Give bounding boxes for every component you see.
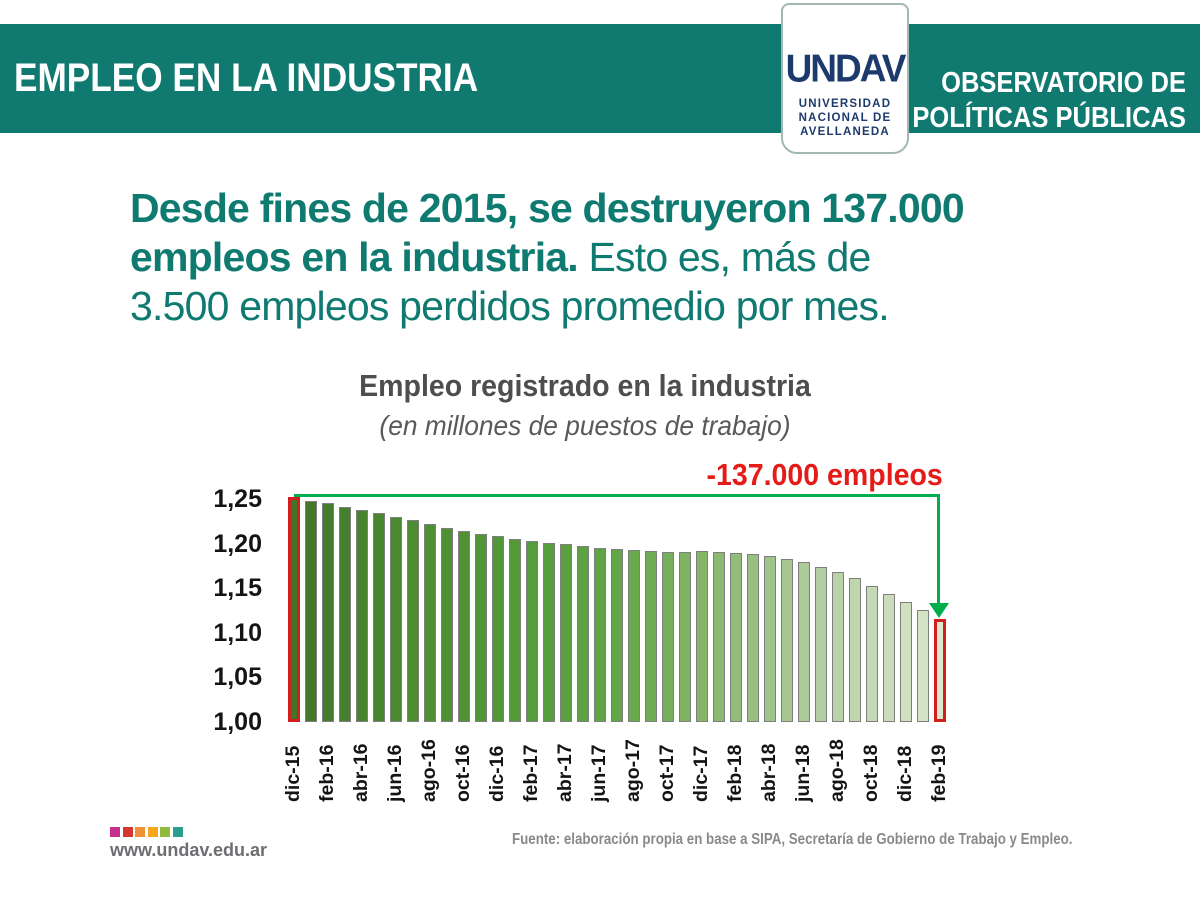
bar-dic-18 (900, 602, 912, 722)
undav-logo-card: UNDAV UNIVERSIDAD NACIONAL DE AVELLANEDA (781, 3, 909, 154)
headline-line-1: Desde fines de 2015, se destruyeron 137.… (130, 185, 965, 231)
x-tick-label: feb-17 (520, 744, 542, 802)
bar-oct-16 (458, 531, 470, 722)
x-tick-label: dic-17 (690, 745, 712, 802)
footer-dot (122, 827, 133, 837)
bar-nov-18 (883, 593, 895, 722)
bar-ene-18 (713, 551, 725, 722)
bar-feb-19 (934, 619, 946, 722)
bar-dic-16 (492, 536, 504, 722)
footer-dot (172, 827, 183, 837)
bar-ene-17 (509, 539, 521, 722)
website-url: www.undav.edu.ar (110, 840, 268, 860)
bracket-line-horizontal (294, 494, 940, 497)
arrow-down-icon (928, 603, 949, 618)
bar-jul-18 (815, 566, 827, 722)
page-title: EMPLEO EN LA INDUSTRIA (14, 56, 479, 100)
bracket-line-vertical (937, 494, 940, 606)
observatory-line-1: OBSERVATORIO DE (941, 67, 1186, 99)
bar-jul-16 (407, 520, 419, 722)
institution-line-3: AVELLANEDA (800, 126, 890, 138)
x-tick-label: jun-16 (384, 744, 406, 802)
chart-subtitle: (en millones de puestos de trabajo) (379, 410, 791, 441)
bar-may-17 (577, 546, 589, 722)
x-tick-label: dic-16 (486, 745, 508, 802)
y-tick-label: 1,25 (213, 485, 262, 513)
institution-line-2: NACIONAL DE (798, 112, 892, 124)
institution-line-1: UNIVERSIDAD (798, 98, 892, 110)
x-tick-label: oct-18 (860, 744, 882, 802)
x-tick-label: jun-17 (588, 744, 610, 802)
x-tick-label: dic-18 (894, 745, 916, 802)
y-tick-label: 1,00 (213, 708, 262, 736)
observatory-title: OBSERVATORIO DE POLÍTICAS PÚBLICAS (912, 66, 1186, 136)
bar-mar-18 (747, 554, 759, 722)
bar-oct-18 (866, 585, 878, 722)
x-tick-label: feb-19 (928, 744, 950, 802)
bar-jun-18 (798, 562, 810, 722)
x-tick-label: oct-16 (452, 744, 474, 802)
bar-oct-17 (662, 551, 674, 722)
y-tick-label: 1,20 (213, 529, 262, 558)
footer-color-dots (110, 827, 183, 837)
chart-title: Empleo registrado en la industria (359, 368, 811, 403)
x-tick-label: feb-16 (316, 744, 338, 802)
bar-sep-17 (645, 550, 657, 722)
bar-dic-15 (288, 497, 300, 722)
bar-abr-16 (356, 509, 368, 722)
bar-feb-18 (730, 552, 742, 722)
source-note: Fuente: elaboración propia en base a SIP… (512, 831, 1073, 848)
undav-logo: UNDAV (785, 46, 907, 90)
x-tick-label: jun-18 (792, 744, 814, 802)
y-tick-label: 1,15 (213, 574, 262, 603)
bar-feb-17 (526, 540, 538, 722)
bar-jul-17 (611, 548, 623, 722)
bar-jun-17 (594, 548, 606, 722)
header-banner: EMPLEO EN LA INDUSTRIA OBSERVATORIO DE P… (0, 24, 1200, 136)
headline-line-3: 3.500 empleos perdidos promedio por mes. (130, 283, 890, 329)
bar-mar-16 (339, 507, 351, 722)
bar-abr-17 (560, 544, 572, 722)
bar-may-16 (373, 513, 385, 722)
headline-line-2: empleos en la industria. Esto es, más de (130, 234, 871, 280)
bar-feb-16 (322, 503, 334, 722)
footer-dot (147, 827, 158, 837)
bar-nov-16 (475, 533, 487, 722)
bar-may-18 (781, 558, 793, 722)
bar-ago-18 (832, 572, 844, 722)
bar-nov-17 (679, 551, 691, 722)
bar-abr-18 (764, 556, 776, 722)
footer-dot (110, 827, 120, 837)
y-tick-label: 1,10 (213, 618, 262, 647)
x-tick-label: feb-18 (724, 744, 746, 802)
bar-dic-17 (696, 550, 708, 722)
x-tick-label: dic-15 (282, 745, 304, 802)
bar-mar-17 (543, 542, 555, 722)
bar-ago-17 (628, 549, 640, 722)
x-tick-label: abr-18 (758, 743, 780, 802)
x-tick-label: abr-16 (350, 743, 372, 802)
x-tick-label: abr-17 (554, 743, 576, 802)
undav-institution: UNIVERSIDAD NACIONAL DE AVELLANEDA (799, 97, 892, 139)
bar-sep-18 (849, 578, 861, 722)
bar-ene-16 (305, 500, 317, 722)
loss-annotation: -137.000 empleos (706, 457, 943, 492)
footer-dot (135, 827, 145, 837)
bar-sep-16 (441, 527, 453, 722)
x-tick-label: ago-16 (418, 739, 440, 802)
bar-ene-19 (917, 609, 929, 722)
y-tick-label: 1,05 (213, 663, 262, 692)
headline: Desde fines de 2015, se destruyeron 137.… (130, 184, 1140, 331)
x-tick-label: oct-17 (656, 744, 678, 802)
x-tick-label: ago-18 (826, 739, 848, 802)
footer-dot (160, 827, 170, 837)
bar-ago-16 (424, 523, 436, 722)
x-tick-label: ago-17 (622, 739, 644, 802)
bar-jun-16 (390, 516, 402, 722)
observatory-line-2: POLÍTICAS PÚBLICAS (912, 102, 1186, 134)
